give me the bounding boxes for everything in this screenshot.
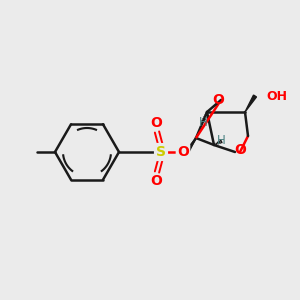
Text: O: O <box>150 174 162 188</box>
Text: H: H <box>199 116 207 128</box>
Text: H: H <box>217 134 225 148</box>
Polygon shape <box>245 95 256 112</box>
Text: O: O <box>150 116 162 130</box>
Text: O: O <box>234 143 246 157</box>
Text: O: O <box>177 145 189 159</box>
Text: OH: OH <box>266 89 287 103</box>
Text: S: S <box>156 145 166 159</box>
Text: O: O <box>212 93 224 107</box>
Polygon shape <box>185 138 196 153</box>
